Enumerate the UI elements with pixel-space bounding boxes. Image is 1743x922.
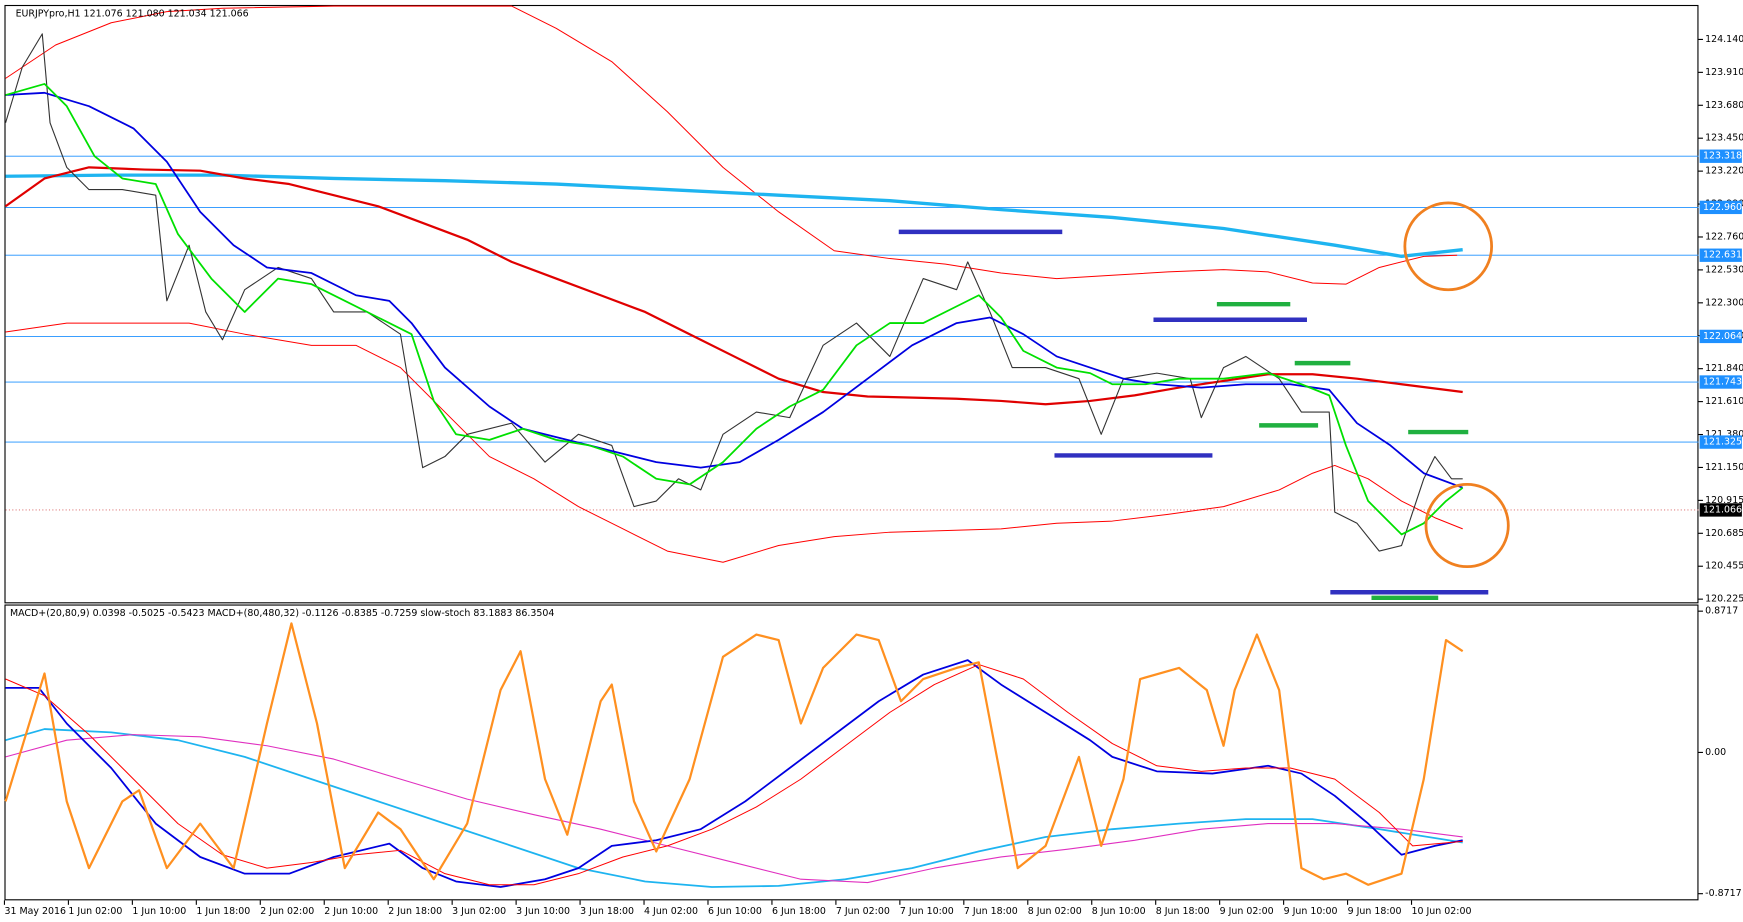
time-label: 8 Jun 02:00: [1028, 906, 1082, 917]
price-label: 120.685: [1705, 528, 1743, 539]
highlight-circle: [1424, 482, 1510, 569]
macd-cyan: [5, 728, 1463, 888]
price-label: 123.220: [1705, 166, 1743, 177]
ma-red: [4, 166, 1463, 406]
band-lower: [5, 322, 1463, 563]
indicator-title: MACD+(20,80,9) 0.0398 -0.5025 -0.5423 MA…: [10, 608, 554, 619]
level-tag: [1699, 329, 1742, 344]
price-label: 124.140: [1705, 34, 1743, 45]
annotations: [898, 201, 1510, 601]
indicator-pane: [4, 604, 1699, 901]
band-upper: [5, 5, 1458, 285]
price-label: 123.680: [1705, 100, 1743, 111]
time-label: 6 Jun 10:00: [708, 906, 762, 917]
time-label: 1 Jun 02:00: [68, 906, 122, 917]
time-label: 7 Jun 02:00: [836, 906, 890, 917]
indicator-label: -0.8717: [1705, 888, 1741, 899]
level-label: 121.325: [1703, 437, 1742, 448]
time-label: 3 Jun 18:00: [580, 906, 634, 917]
main-pane: [4, 4, 1699, 604]
time-label: 10 Jun 02:00: [1412, 906, 1472, 917]
level-label: 122.960: [1703, 202, 1742, 213]
level-tag: [1699, 248, 1742, 262]
time-label: 2 Jun 18:00: [388, 906, 442, 917]
time-label: 9 Jun 18:00: [1348, 906, 1402, 917]
time-label: 1 Jun 18:00: [196, 906, 250, 917]
level-tag: [1699, 200, 1742, 215]
current-price-tag: [1699, 503, 1742, 517]
price-label: 121.840: [1705, 363, 1743, 374]
price-label: 120.455: [1705, 561, 1743, 572]
time-label: 7 Jun 10:00: [900, 906, 954, 917]
time-label: 2 Jun 10:00: [324, 906, 378, 917]
time-label: 6 Jun 18:00: [772, 906, 826, 917]
ma-blue: [5, 91, 1464, 489]
stochastic: [4, 622, 1464, 886]
macd-signal: [5, 664, 1463, 886]
indicator-label: 0.00: [1705, 747, 1726, 758]
time-label: 31 May 2016: [4, 906, 66, 917]
price-label: 120.915: [1705, 495, 1743, 506]
price-label: 122.300: [1705, 297, 1743, 308]
time-label: 7 Jun 18:00: [964, 906, 1018, 917]
level-tag: [1699, 149, 1742, 163]
level-label: 122.631: [1703, 250, 1742, 261]
price-label: 121.150: [1705, 462, 1743, 473]
highlight-circle: [1403, 201, 1494, 292]
time-label: 3 Jun 02:00: [452, 906, 506, 917]
price-label: 123.910: [1705, 67, 1743, 78]
price-label: 121.380: [1705, 429, 1743, 440]
symbol-info: EURJPYpro,H1 121.076 121.080 121.034 121…: [16, 8, 249, 19]
ma-cyan: [5, 173, 1463, 259]
price-label: 120.225: [1705, 594, 1743, 605]
macd-blue: [5, 659, 1463, 888]
time-label: 8 Jun 10:00: [1092, 906, 1146, 917]
level-label: 122.064: [1703, 331, 1742, 342]
current-price-label: 121.066: [1703, 504, 1742, 515]
ma-green: [5, 83, 1464, 536]
macd-magenta: [5, 734, 1463, 884]
time-label: 4 Jun 02:00: [644, 906, 698, 917]
time-label: 8 Jun 18:00: [1156, 906, 1210, 917]
level-tag: [1699, 435, 1742, 449]
time-label: 9 Jun 10:00: [1284, 906, 1338, 917]
price-label: 121.610: [1705, 396, 1743, 407]
level-tag: [1699, 375, 1742, 389]
price-label: 123.450: [1705, 133, 1743, 144]
indicator-label: 0.8717: [1705, 606, 1738, 617]
level-label: 121.743: [1703, 377, 1742, 388]
time-label: 2 Jun 02:00: [260, 906, 314, 917]
price-label: 122.530: [1705, 264, 1743, 275]
time-label: 9 Jun 02:00: [1220, 906, 1274, 917]
time-label: 1 Jun 10:00: [132, 906, 186, 917]
level-label: 123.318: [1703, 151, 1742, 162]
time-label: 3 Jun 10:00: [516, 906, 570, 917]
price-label: 122.760: [1705, 231, 1743, 242]
